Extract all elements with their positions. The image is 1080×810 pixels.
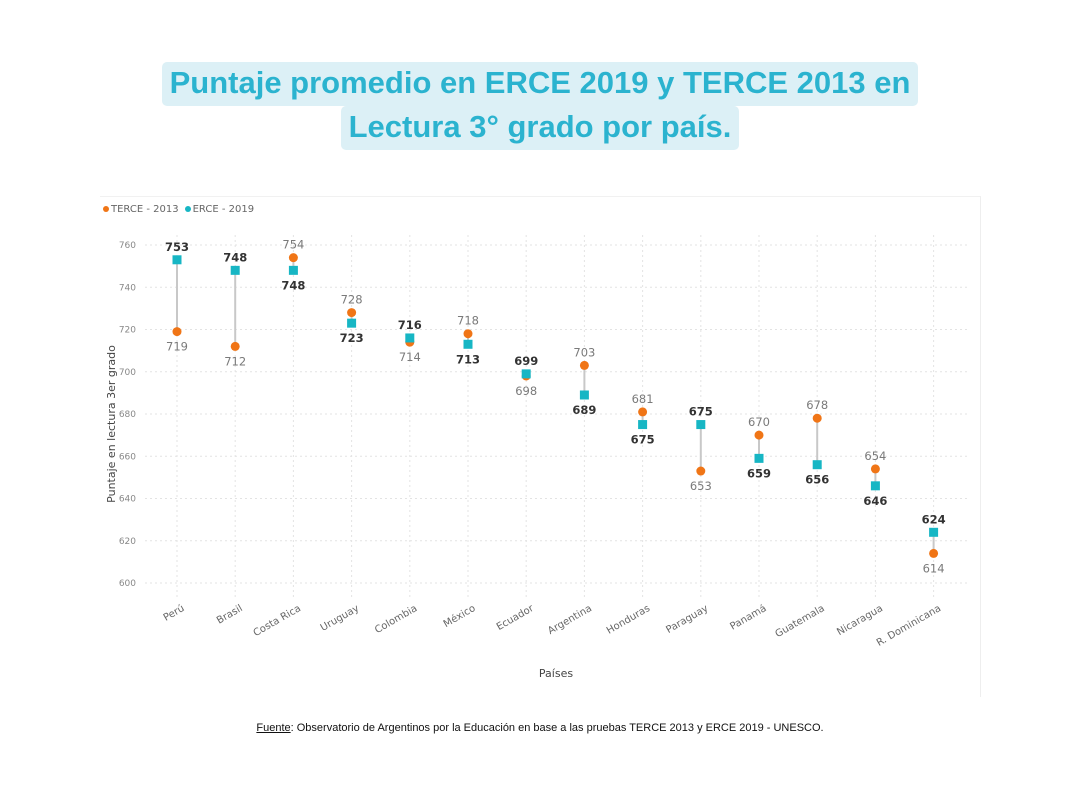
x-tick-label: Paraguay [664,603,710,636]
erce-data-label: 659 [747,466,771,480]
terce-point [463,329,473,339]
erce-data-label: 675 [631,433,655,447]
legend-marker-terce [103,206,109,212]
erce-point [638,420,648,430]
terce-point [230,341,240,351]
x-tick-label: Colombia [373,603,419,636]
terce-data-label: 653 [690,479,712,493]
erce-data-label: 723 [340,331,364,345]
y-tick-label: 620 [119,537,136,547]
erce-point [521,369,531,379]
terce-point [812,413,822,423]
title-line-2: Lectura 3° grado por país. [340,106,740,150]
x-tick-label: Guatemala [774,603,827,640]
y-tick-label: 680 [119,410,136,420]
erce-data-label: 675 [689,405,713,419]
erce-data-label: 656 [805,473,829,487]
legend-marker-erce [184,206,191,212]
y-tick-label: 640 [119,495,136,505]
y-tick-label: 760 [119,241,136,251]
terce-data-label: 712 [224,354,246,368]
terce-data-label: 670 [748,415,770,429]
y-tick-label: 720 [119,326,136,336]
y-tick-label: 740 [119,283,136,293]
terce-point [172,327,182,337]
source-note: Fuente: Observatorio de Argentinos por l… [0,722,1080,734]
terce-data-label: 728 [341,293,363,307]
source-text: : Observatorio de Argentinos por la Educ… [290,722,824,734]
x-tick-label: R. Dominicana [875,603,943,649]
erce-point [754,453,764,463]
grid [145,235,968,598]
source-label: Fuente [256,722,291,734]
terce-point [870,464,880,474]
erce-data-label: 624 [922,512,946,526]
erce-data-label: 646 [863,494,887,508]
terce-data-label: 754 [282,238,304,252]
terce-data-label: 714 [399,350,421,364]
erce-point [812,460,822,470]
terce-data-label: 703 [573,345,595,359]
terce-point [929,548,939,558]
chart-frame [100,196,981,697]
terce-point [754,430,764,440]
y-tick-label: 700 [119,368,136,378]
legend: TERCE - 2013 ERCE - 2019 [103,204,254,215]
terce-point [288,253,298,263]
y-tick-label: 660 [119,452,136,462]
legend-item-terce: TERCE - 2013 [103,204,179,215]
erce-data-label: 748 [281,278,305,292]
x-tick-label: Uruguay [319,603,361,634]
terce-data-label: 681 [632,392,654,406]
erce-point [463,339,473,349]
x-tick-label: Panamá [728,602,769,632]
erce-point [929,527,939,537]
erce-data-label: 748 [223,250,247,264]
x-axis-label: Países [539,667,573,680]
erce-data-label: 753 [165,240,189,254]
terce-point [638,407,648,417]
terce-data-label: 698 [515,384,537,398]
terce-data-label: 678 [806,398,828,412]
chart-title: Puntaje promedio en ERCE 2019 y TERCE 20… [0,62,1080,150]
terce-data-label: 614 [923,561,945,575]
erce-point [405,333,415,343]
erce-point [172,255,182,265]
x-tick-label: Nicaragua [835,603,885,638]
terce-point [347,308,357,318]
x-tick-label: Costa Rica [252,603,303,639]
terce-data-label: 719 [166,340,188,354]
y-axis-label: Puntaje en lectura 3er grado [105,345,118,503]
data-marks: 719 753 712 748 754 748 728 723 714 716 718 713 698 6… [165,238,946,576]
erce-point [347,318,357,328]
terce-point [579,360,589,370]
erce-point [870,481,880,491]
terce-data-label: 718 [457,314,479,328]
erce-data-label: 716 [398,318,422,332]
x-tick-label: Honduras [605,603,652,637]
x-tick-label: Argentina [546,603,594,637]
erce-data-label: 699 [514,354,538,368]
x-tick-label: Perú [161,602,186,624]
erce-data-label: 713 [456,352,480,366]
y-axis: 600 620 640 660 680 700 720 740 760 [119,241,136,589]
x-tick-label: México [441,602,477,630]
legend-label-terce: TERCE - 2013 [111,204,179,215]
x-tick-label: Brasil [215,603,245,626]
y-tick-label: 600 [119,579,136,589]
erce-point [230,265,240,275]
erce-point [288,265,298,275]
terce-data-label: 654 [864,449,886,463]
legend-label-erce: ERCE - 2019 [192,204,255,215]
erce-point [696,420,706,430]
legend-item-erce: ERCE - 2019 [184,204,255,215]
erce-point [579,390,589,400]
x-axis: Perú Brasil Costa Rica Uruguay Colombia Méxic… [161,602,943,649]
terce-point [696,466,706,476]
erce-data-label: 689 [572,403,596,417]
title-line-1: Puntaje promedio en ERCE 2019 y TERCE 20… [161,62,919,106]
x-tick-label: Ecuador [495,603,537,633]
